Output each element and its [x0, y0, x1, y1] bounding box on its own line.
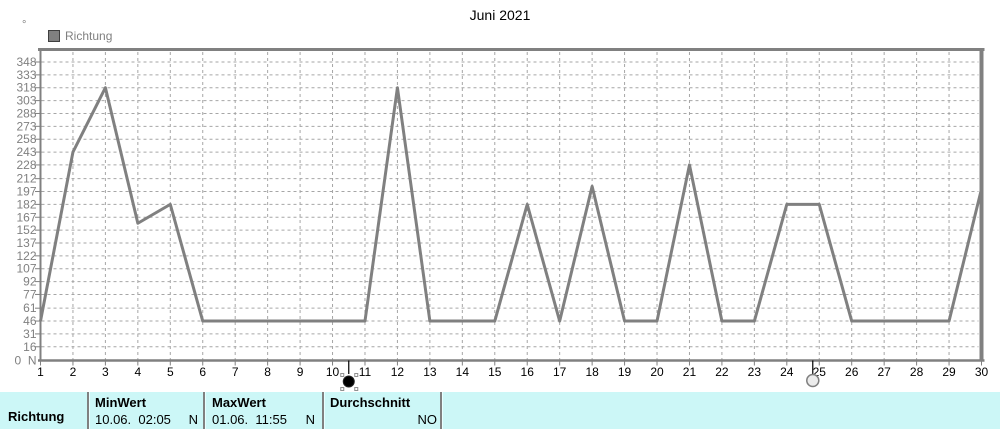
panel-divider [87, 392, 89, 429]
x-tick-label: 13 [423, 365, 437, 379]
y-tick-label: 46 [23, 314, 37, 328]
summary-panel: Richtung MinWert 10.06. 02:05 N MaxWert … [0, 392, 1000, 429]
page-title: Juni 2021 [469, 7, 531, 23]
x-tick-label: 8 [264, 365, 271, 379]
y-tick-label: 212 [16, 172, 36, 186]
x-tick-label: 27 [877, 365, 891, 379]
x-tick-label: 1 [37, 365, 44, 379]
maxwert-value: 01.06. 11:55 [212, 412, 287, 427]
y-tick-label: 348 [16, 55, 36, 69]
minwert-unit: N [188, 412, 198, 427]
panel-maxwert-cell: MaxWert 01.06. 11:55 N [212, 395, 315, 427]
y-tick-label: 243 [16, 145, 36, 159]
y-tick-label: 273 [16, 119, 36, 133]
x-tick-label: 23 [748, 365, 762, 379]
panel-durchschnitt-cell: Durchschnitt NO [330, 395, 437, 427]
y-tick-label: 92 [23, 275, 37, 289]
minwert-header: MinWert [95, 395, 147, 410]
y-tick-label: 258 [16, 132, 36, 146]
y-tick-label: 107 [16, 262, 36, 276]
panel-divider [440, 392, 442, 429]
new-moon-icon[interactable] [342, 375, 355, 388]
x-tick-label: 22 [715, 365, 729, 379]
y-tick-label: 137 [16, 236, 36, 250]
minwert-value: 10.06. 02:05 [95, 412, 171, 427]
x-tick-label: 20 [650, 365, 664, 379]
x-tick-label: 26 [845, 365, 859, 379]
x-tick-label: 15 [488, 365, 502, 379]
x-tick-label: 16 [521, 365, 535, 379]
y-tick-label: 228 [16, 158, 36, 172]
x-tick-label: 14 [456, 365, 470, 379]
x-tick-label: 11 [359, 365, 372, 379]
y-tick-label: 122 [16, 249, 36, 263]
durchschnitt-header: Durchschnitt [330, 395, 411, 410]
x-tick-label: 12 [391, 365, 405, 379]
direction-line-chart: 1631466177921071221371521671821972122282… [14, 48, 989, 391]
y-tick-label: 318 [16, 81, 36, 95]
y-tick-label: 197 [16, 185, 36, 199]
x-tick-label: 7 [232, 365, 239, 379]
panel-divider [322, 392, 324, 429]
x-tick-label: 6 [199, 365, 206, 379]
panel-minwert-cell: MinWert 10.06. 02:05 N [95, 395, 198, 427]
x-tick-label: 18 [585, 365, 599, 379]
panel-divider [203, 392, 205, 429]
y-axis-unit-label: ° [22, 19, 27, 31]
richtung-series-line [39, 86, 983, 323]
selection-handle[interactable] [354, 387, 359, 391]
x-tick-label: 4 [135, 365, 142, 379]
legend: Richtung [48, 29, 112, 43]
durchschnitt-unit: NO [417, 412, 438, 427]
legend-label: Richtung [65, 29, 113, 43]
selection-handle[interactable] [340, 387, 345, 391]
y-tick-label: 333 [16, 68, 36, 82]
full-moon-icon[interactable] [806, 373, 820, 388]
x-tick-label: 28 [910, 365, 924, 379]
y-tick-label-zero: 0 N [14, 354, 36, 368]
y-tick-label: 288 [16, 106, 36, 120]
maxwert-unit: N [305, 412, 315, 427]
x-tick-label: 5 [167, 365, 174, 379]
selection-handle[interactable] [340, 373, 345, 377]
x-tick-label: 17 [553, 365, 567, 379]
y-tick-label: 61 [23, 301, 37, 315]
x-tick-label: 3 [102, 365, 109, 379]
y-tick-label: 31 [23, 327, 37, 341]
legend-swatch-icon [48, 30, 60, 42]
x-tick-label: 29 [942, 365, 956, 379]
x-tick-label: 9 [297, 365, 304, 379]
x-tick-label: 21 [683, 365, 697, 379]
x-tick-label: 10 [326, 365, 340, 379]
y-tick-label: 152 [16, 223, 36, 237]
y-tick-label: 182 [16, 197, 36, 211]
x-tick-label: 19 [618, 365, 632, 379]
x-tick-label: 30 [975, 365, 989, 379]
maxwert-header: MaxWert [212, 395, 266, 410]
y-tick-label: 77 [23, 287, 37, 301]
panel-row-label: Richtung [8, 409, 65, 424]
x-tick-label: 2 [70, 365, 77, 379]
selection-handle[interactable] [354, 373, 359, 377]
x-tick-label: 24 [780, 365, 794, 379]
y-tick-label: 303 [16, 94, 36, 108]
y-tick-label: 167 [16, 210, 36, 224]
y-tick-label: 16 [23, 340, 37, 354]
